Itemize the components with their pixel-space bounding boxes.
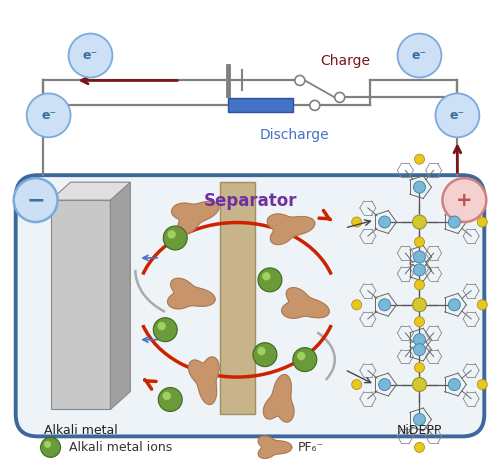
Text: Alkali metal ions: Alkali metal ions (68, 441, 172, 454)
Polygon shape (282, 288, 330, 318)
FancyBboxPatch shape (16, 175, 484, 436)
Circle shape (44, 441, 51, 448)
Circle shape (414, 317, 424, 327)
Text: Alkali metal: Alkali metal (44, 425, 118, 438)
Circle shape (414, 280, 424, 290)
Circle shape (352, 300, 362, 310)
Circle shape (412, 215, 426, 229)
Circle shape (414, 442, 424, 452)
Circle shape (378, 299, 390, 311)
Circle shape (295, 75, 305, 86)
Circle shape (168, 230, 176, 239)
Circle shape (412, 298, 426, 312)
Polygon shape (172, 201, 219, 234)
Circle shape (154, 318, 177, 342)
Circle shape (478, 379, 488, 390)
Circle shape (478, 300, 488, 310)
Polygon shape (258, 436, 292, 458)
Text: Charge: Charge (320, 53, 370, 67)
Circle shape (414, 344, 426, 356)
Text: −: − (26, 190, 45, 210)
Circle shape (436, 93, 480, 137)
Circle shape (414, 181, 426, 193)
Circle shape (414, 251, 426, 263)
Polygon shape (50, 200, 110, 410)
Polygon shape (220, 182, 255, 414)
Circle shape (26, 93, 70, 137)
Circle shape (414, 334, 426, 345)
Text: PF₆⁻: PF₆⁻ (298, 441, 324, 454)
Circle shape (352, 217, 362, 227)
Circle shape (162, 392, 171, 400)
Circle shape (478, 217, 488, 227)
Circle shape (414, 154, 424, 164)
Circle shape (258, 268, 282, 292)
Circle shape (164, 226, 187, 250)
Circle shape (448, 216, 460, 228)
Circle shape (414, 413, 426, 425)
Circle shape (378, 216, 390, 228)
Text: e⁻: e⁻ (412, 49, 427, 62)
Polygon shape (188, 357, 219, 405)
Circle shape (414, 363, 424, 372)
Circle shape (378, 379, 390, 391)
Circle shape (412, 378, 426, 392)
Circle shape (442, 178, 486, 222)
Polygon shape (268, 214, 315, 245)
Polygon shape (168, 278, 215, 309)
Polygon shape (50, 182, 130, 200)
Text: e⁻: e⁻ (83, 49, 98, 62)
Circle shape (40, 438, 60, 457)
Circle shape (398, 33, 442, 78)
Circle shape (14, 178, 58, 222)
Circle shape (158, 387, 182, 412)
Text: e⁻: e⁻ (450, 109, 465, 122)
Polygon shape (264, 375, 294, 422)
Circle shape (257, 347, 266, 355)
Circle shape (158, 322, 166, 330)
Circle shape (334, 93, 344, 102)
Text: e⁻: e⁻ (41, 109, 56, 122)
FancyBboxPatch shape (228, 99, 293, 113)
Text: Discharge: Discharge (260, 128, 330, 142)
Circle shape (293, 348, 317, 372)
Circle shape (414, 264, 426, 276)
Circle shape (310, 100, 320, 110)
Circle shape (68, 33, 112, 78)
Circle shape (414, 237, 424, 247)
Circle shape (352, 379, 362, 390)
Circle shape (262, 272, 270, 280)
Circle shape (297, 352, 306, 360)
Text: +: + (456, 191, 472, 210)
Polygon shape (110, 182, 130, 410)
Circle shape (448, 299, 460, 311)
Circle shape (448, 379, 460, 391)
Text: NiDEPP: NiDEPP (397, 425, 442, 438)
Text: Separator: Separator (204, 192, 297, 210)
Circle shape (253, 343, 277, 366)
